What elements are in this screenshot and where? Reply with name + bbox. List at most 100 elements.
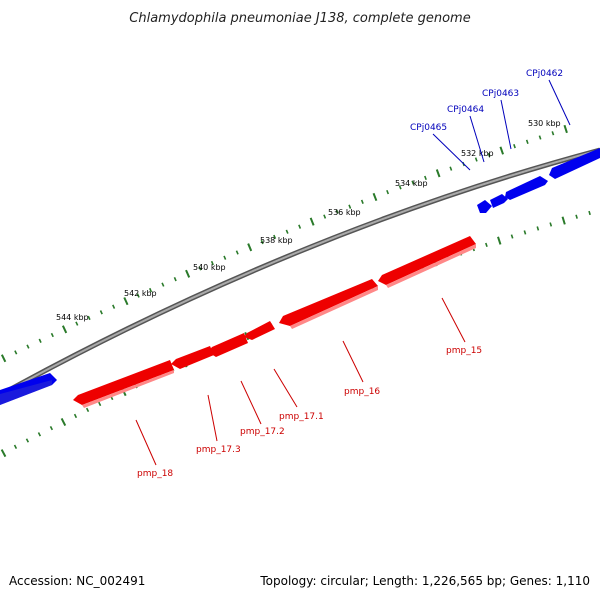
ruler-tick [14, 350, 18, 355]
ruler-tick [0, 354, 7, 363]
accession-text: Accession: NC_002491 [9, 574, 146, 588]
ruler-tick [348, 204, 352, 209]
ruler-tick [523, 230, 527, 235]
ruler-tick [0, 449, 7, 458]
ruler-tick [210, 260, 214, 266]
topology-text: Topology: circular; Length: 1,226,565 bp… [260, 574, 590, 588]
ruler-tick [575, 214, 578, 219]
gene-label-cpj0465: CPj0465 [410, 123, 447, 133]
ruler-tick [260, 239, 264, 245]
gene-arrow-cpj0463[interactable] [505, 176, 548, 200]
ruler-tick [87, 315, 91, 321]
gene-arrow-pmp-16[interactable] [279, 279, 378, 326]
ruler-tick [386, 189, 390, 195]
ruler-tick [50, 332, 54, 338]
ruler-tick [485, 242, 488, 248]
tick-label-544: 544 kbp [56, 313, 89, 322]
tick-label-542: 542 kbp [124, 289, 157, 298]
tick-label-538: 538 kbp [260, 236, 293, 245]
ruler-tick [309, 217, 315, 226]
ruler-tick [372, 192, 378, 202]
ruler-tick [497, 236, 502, 245]
forward-gene-labels: CPj0462 CPj0463 CPj0464 CPj0465 [410, 69, 563, 133]
ruler-tick [549, 222, 553, 227]
outer-tick-ruler [0, 124, 568, 363]
ruler-tick [38, 338, 42, 343]
ruler-tick [499, 146, 504, 155]
ruler-tick [273, 234, 277, 240]
gene-label-pmp-17-2: pmp_17.2 [240, 427, 285, 437]
genome-backbone-highlight [0, 149, 600, 396]
ruler-tick [26, 344, 30, 349]
ruler-tick [538, 135, 542, 140]
ruler-tick [510, 234, 514, 239]
ruler-tick [398, 185, 402, 190]
ruler-tick [61, 325, 68, 334]
ruler-tick [513, 144, 516, 149]
genome-backbone [0, 147, 600, 398]
ruler-tick [25, 438, 30, 443]
ruler-tick [563, 124, 568, 134]
gene-arrow-pmp-18[interactable] [73, 360, 174, 405]
tick-labels: 530 kbp 532 kbp 534 kbp 536 kbp 538 kbp … [56, 119, 561, 322]
ruler-tick [223, 255, 227, 260]
ruler-tick [424, 175, 427, 181]
ruler-tick [13, 444, 18, 449]
ruler-tick [335, 209, 339, 214]
ruler-tick [323, 214, 327, 219]
gene-label-cpj0464: CPj0464 [447, 105, 484, 115]
gene-label-pmp-15: pmp_15 [446, 346, 482, 356]
ruler-tick [474, 157, 478, 162]
tick-label-532: 532 kbp [461, 149, 494, 158]
ruler-tick [285, 229, 289, 234]
gene-label-pmp-18: pmp_18 [137, 469, 173, 479]
ruler-tick [536, 226, 540, 231]
gene-arrow-cpj0465[interactable] [477, 200, 492, 213]
ruler-tick [123, 297, 129, 306]
ruler-tick [185, 269, 191, 278]
gene-arrow-pmp-17-3[interactable] [171, 346, 214, 369]
gene-arrow-pmp-17-1[interactable] [244, 321, 275, 340]
ruler-tick [49, 425, 54, 431]
map-title: Chlamydophila pneumoniae J138, complete … [129, 11, 470, 26]
ruler-tick [85, 407, 90, 413]
gene-label-pmp-17-3: pmp_17.3 [196, 445, 241, 455]
reverse-label-leaders [135, 297, 466, 466]
tick-label-530: 530 kbp [528, 119, 561, 128]
ruler-tick [173, 277, 177, 282]
reverse-strand-genes [73, 236, 476, 408]
ruler-tick [525, 139, 529, 144]
ruler-tick [98, 401, 102, 407]
ruler-tick [411, 180, 415, 185]
ruler-tick [360, 199, 364, 204]
forward-strand-genes [0, 148, 600, 405]
ruler-tick [561, 216, 566, 225]
ruler-tick [198, 266, 202, 271]
ruler-tick [75, 321, 79, 326]
tick-label-536: 536 kbp [328, 208, 361, 217]
ruler-tick [112, 304, 116, 309]
ruler-tick [149, 287, 153, 293]
forward-label-leaders [432, 79, 571, 171]
tick-label-540: 540 kbp [193, 263, 226, 272]
gene-label-cpj0462: CPj0462 [526, 69, 563, 79]
ruler-tick [37, 432, 42, 437]
ruler-tick [435, 169, 441, 178]
gene-arrow-pmp-15[interactable] [378, 236, 476, 285]
reverse-gene-labels: pmp_15 pmp_16 pmp_17.1 pmp_17.2 pmp_17.3… [137, 346, 482, 479]
gene-label-pmp-17-1: pmp_17.1 [279, 412, 324, 422]
gene-label-pmp-16: pmp_16 [344, 387, 380, 397]
ruler-tick [449, 166, 453, 171]
gene-arrow-pmp-17-2[interactable] [208, 333, 248, 357]
ruler-tick [588, 210, 591, 216]
ruler-tick [551, 131, 555, 136]
tick-label-534: 534 kbp [395, 179, 428, 188]
ruler-tick [136, 293, 140, 298]
ruler-tick [60, 417, 67, 427]
ruler-tick [247, 243, 253, 252]
gene-arrow-cpj0464[interactable] [490, 194, 508, 208]
gene-arrow-cpj0462[interactable] [549, 148, 600, 179]
ruler-tick [235, 250, 239, 255]
ruler-tick [73, 413, 78, 419]
